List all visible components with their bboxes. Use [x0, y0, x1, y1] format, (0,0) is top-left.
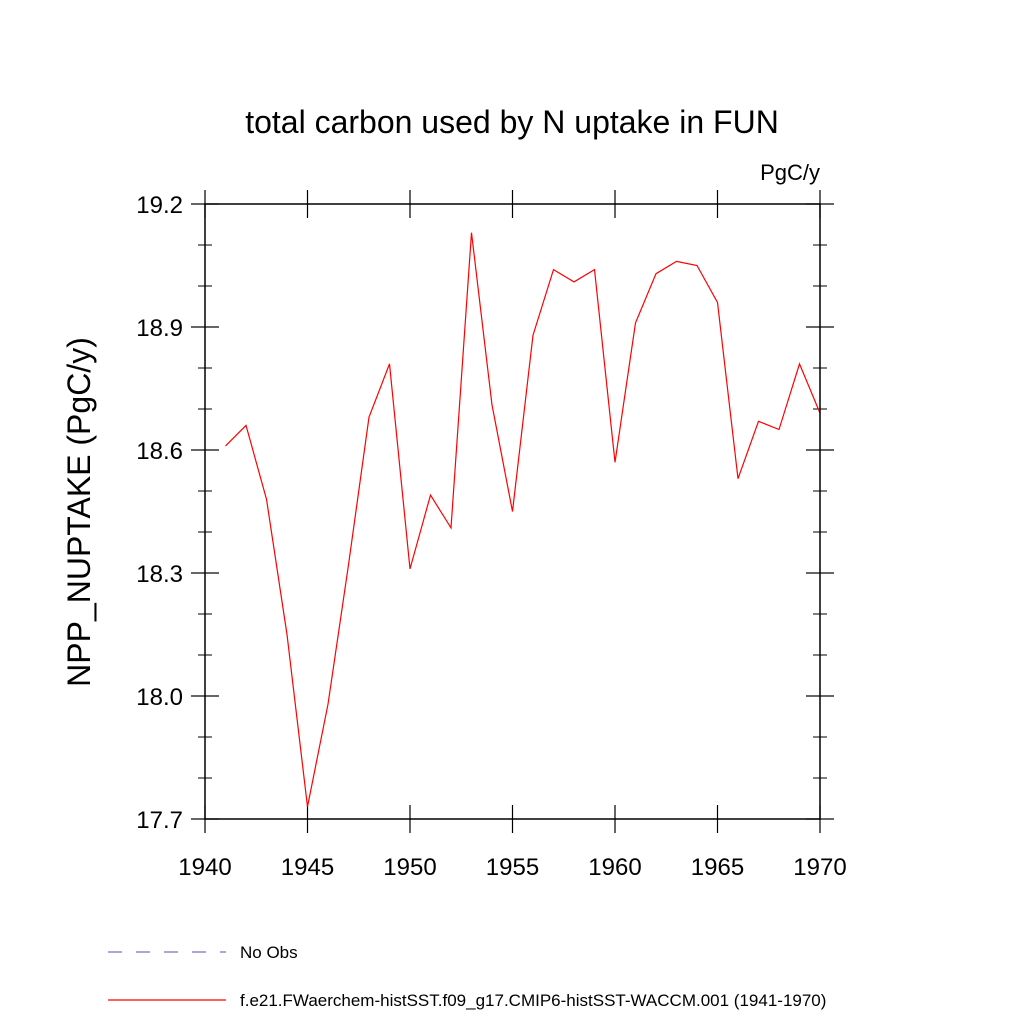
y-tick-label: 19.2 — [136, 192, 183, 219]
x-tick-label: 1940 — [178, 854, 231, 881]
minor-ticks — [198, 244, 827, 779]
x-tick-label: 1960 — [588, 854, 641, 881]
y-tick-label: 18.0 — [136, 684, 183, 711]
tick-labels: 1940 1945 1950 1955 1960 1965 1970 17.7 18.0 18.3… — [136, 192, 846, 881]
x-tick-label: 1945 — [281, 854, 334, 881]
x-tick-label: 1955 — [486, 854, 539, 881]
plot-frame — [204, 203, 821, 820]
units-label: PgC/y — [760, 160, 820, 185]
legend: No Obs f.e21.FWaerchem-histSST.f09_g17.CM… — [108, 943, 826, 1010]
y-tick-label: 18.6 — [136, 438, 183, 465]
series-line — [225, 232, 821, 807]
legend-label: No Obs — [240, 943, 298, 962]
series-layer — [225, 232, 821, 807]
x-tick-label: 1950 — [383, 854, 436, 881]
chart-title: total carbon used by N uptake in FUN — [245, 104, 779, 140]
x-tick-label: 1965 — [691, 854, 744, 881]
y-tick-label: 18.9 — [136, 315, 183, 342]
y-tick-label: 18.3 — [136, 561, 183, 588]
legend-label: f.e21.FWaerchem-histSST.f09_g17.CMIP6-hi… — [240, 991, 826, 1010]
y-tick-label: 17.7 — [136, 807, 183, 834]
y-axis-label: NPP_NUPTAKE (PgC/y) — [61, 337, 97, 687]
x-tick-label: 1970 — [793, 854, 846, 881]
